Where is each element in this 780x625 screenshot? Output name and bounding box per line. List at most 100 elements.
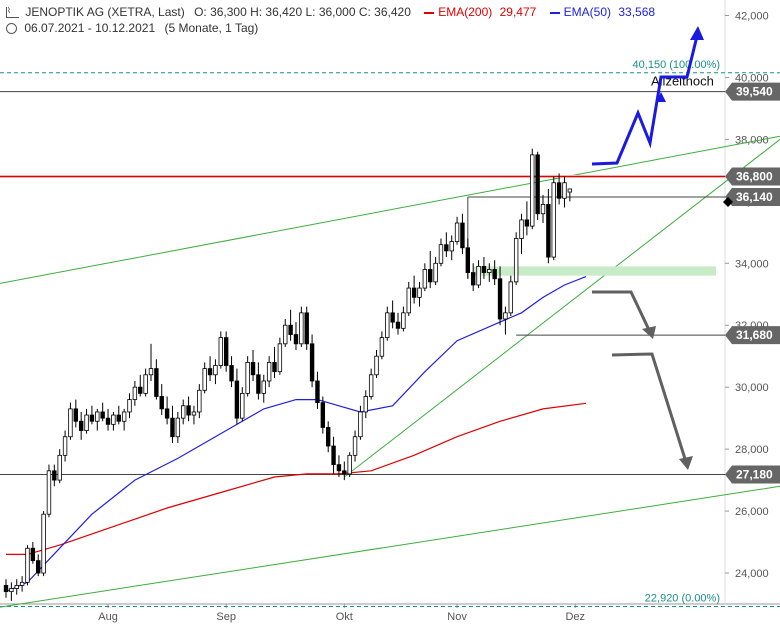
candle (89, 405, 95, 425)
price-box-bg (725, 465, 780, 484)
current-price-marker (723, 197, 733, 207)
candle-body (159, 396, 164, 410)
candle (84, 408, 89, 434)
candle (121, 408, 127, 431)
candle (111, 411, 116, 431)
candle (546, 188, 551, 264)
candle (143, 368, 148, 397)
candle-body (3, 585, 9, 593)
candle (530, 148, 535, 230)
candle-body (503, 312, 508, 320)
candle-body (374, 355, 379, 376)
candle-body (551, 182, 556, 258)
x-tick-label: Nov (447, 611, 467, 623)
candle (245, 356, 250, 397)
candle-body (309, 343, 315, 382)
candle-body (186, 405, 191, 416)
candle-body (100, 411, 105, 419)
candle-body (476, 265, 481, 286)
candle-body (132, 386, 138, 400)
candle (363, 390, 368, 419)
candle-body (14, 585, 19, 589)
candle-body (164, 408, 170, 419)
candle (202, 362, 207, 394)
candle (406, 281, 411, 316)
x-tick-label: Dez (565, 611, 585, 623)
candle-body (218, 337, 223, 366)
candle-body (487, 269, 492, 273)
candle (14, 579, 19, 595)
candle-body (30, 547, 36, 562)
candle (428, 250, 433, 289)
candle (175, 411, 181, 443)
chart-header-line2: 06.07.2021 - 10.12.2021 (5 Monate, 1 Tag… (6, 21, 258, 35)
candle (73, 399, 79, 428)
candle-body (358, 411, 363, 438)
candle-body (395, 321, 401, 329)
candle (476, 260, 481, 289)
candle-body (385, 312, 390, 339)
candle-body (9, 588, 14, 593)
candle (487, 263, 492, 282)
candle-body (524, 219, 530, 227)
candle (444, 232, 449, 258)
candle-body (530, 154, 535, 227)
candle-body (320, 402, 326, 428)
candle (567, 188, 573, 202)
candle-body (401, 312, 406, 329)
candle (551, 176, 556, 261)
price-box-label: 36,800 (736, 170, 773, 184)
ema50-swatch (549, 11, 560, 14)
candle (100, 402, 105, 422)
candle-body (52, 470, 57, 481)
candle-body (283, 324, 288, 345)
candle-body (535, 154, 540, 215)
price-box-bg (725, 326, 780, 345)
candle (470, 263, 476, 292)
candle (191, 405, 197, 425)
candle (213, 359, 218, 385)
candle-body (240, 392, 245, 419)
candle (336, 455, 342, 478)
price-box-label: 36,140 (736, 190, 773, 204)
candle (385, 306, 390, 341)
price-box-bg (725, 82, 780, 101)
candle (266, 356, 272, 388)
candle-body (78, 420, 84, 431)
ohlc-readout: O: 36,300 H: 36,420 L: 36,000 C: 36,420 (194, 5, 411, 19)
candle-body (234, 380, 240, 419)
candle-body (513, 238, 519, 283)
candle-body (347, 454, 352, 475)
candle-body (181, 405, 186, 419)
candle (492, 260, 497, 285)
candle-body (422, 269, 428, 289)
candle-body (207, 368, 213, 376)
candle-body (202, 368, 207, 391)
candle (138, 374, 143, 397)
candle-body (127, 399, 132, 413)
candle-body (95, 411, 100, 422)
candle-body (175, 417, 181, 438)
chart-icon: ⌇ (6, 7, 19, 19)
candle (240, 387, 245, 422)
candle (309, 334, 315, 388)
candle-body (84, 414, 89, 431)
candle-body (454, 222, 460, 242)
candle (433, 257, 438, 285)
candle (277, 337, 283, 375)
candle-body (438, 244, 444, 264)
price-box-bg (725, 187, 780, 206)
instrument-title: JENOPTIK AG (XETRA, Last) (25, 5, 185, 19)
candle (30, 542, 36, 564)
candle (197, 384, 202, 419)
candle (52, 464, 57, 487)
bullish-arrowhead-mid (656, 92, 666, 102)
clock-icon (6, 23, 17, 35)
candle (41, 511, 46, 577)
support-trend-line (344, 138, 780, 478)
candle-body (293, 334, 299, 345)
candle (68, 402, 73, 440)
candle (513, 232, 519, 285)
candle (535, 151, 540, 220)
